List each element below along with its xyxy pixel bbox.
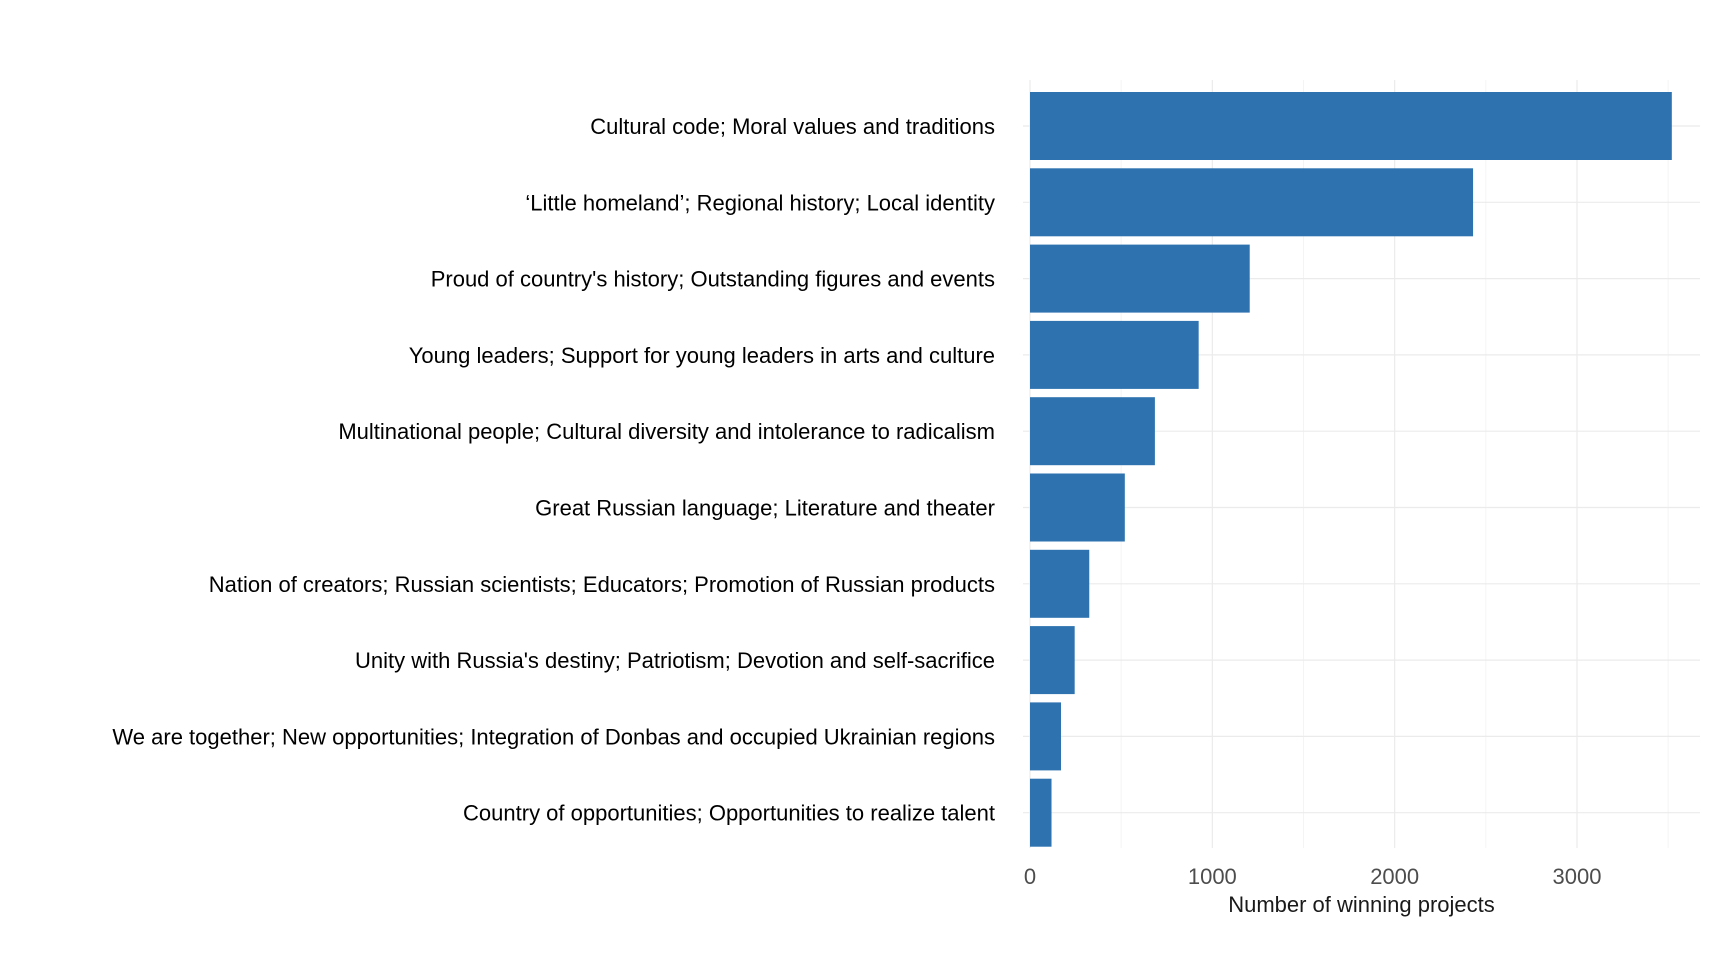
category-label: Cultural code; Moral values and traditio… xyxy=(590,114,995,139)
x-axis-ticks: 0 1000 2000 3000 xyxy=(1024,864,1602,889)
bar-layer xyxy=(1030,92,1672,847)
x-axis-title: Number of winning projects xyxy=(1228,892,1495,917)
x-tick-label: 3000 xyxy=(1553,864,1602,889)
bar xyxy=(1030,244,1250,313)
category-label: Nation of creators; Russian scientists; … xyxy=(209,572,995,597)
bar xyxy=(1030,702,1061,771)
category-label: Young leaders; Support for young leaders… xyxy=(409,343,995,368)
bar xyxy=(1030,626,1075,695)
category-label: ‘Little homeland’; Regional history; Loc… xyxy=(525,190,995,215)
category-label: We are together; New opportunities; Inte… xyxy=(112,724,995,749)
category-label: Multinational people; Cultural diversity… xyxy=(338,419,995,444)
bar xyxy=(1030,549,1090,618)
category-label: Proud of country's history; Outstanding … xyxy=(431,267,995,292)
category-label: Unity with Russia's destiny; Patriotism;… xyxy=(355,648,995,673)
category-label: Great Russian language; Literature and t… xyxy=(535,496,995,521)
x-tick-label: 1000 xyxy=(1188,864,1237,889)
bar xyxy=(1030,168,1474,237)
x-tick-label: 2000 xyxy=(1370,864,1419,889)
bar xyxy=(1030,473,1125,542)
category-labels: Cultural code; Moral values and traditio… xyxy=(112,114,995,826)
x-tick-label: 0 xyxy=(1024,864,1036,889)
bar xyxy=(1030,92,1672,160)
bar xyxy=(1030,778,1052,847)
category-label: Country of opportunities; Opportunities … xyxy=(463,801,995,826)
bar xyxy=(1030,320,1199,389)
bar xyxy=(1030,397,1155,466)
